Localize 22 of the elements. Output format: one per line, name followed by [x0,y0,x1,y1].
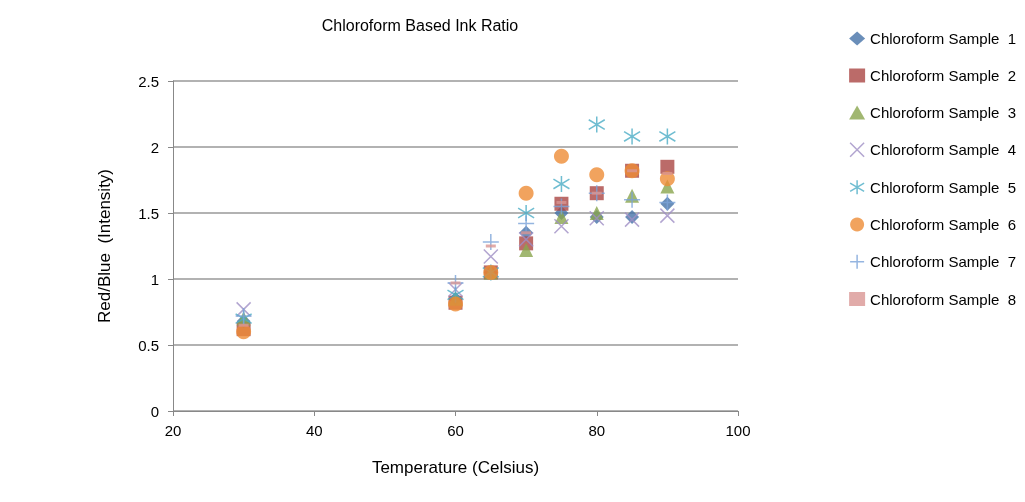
legend-label: Chloroform Sample 7 [870,253,1017,271]
y-axis-title: Red/Blue (Intensity) [95,168,114,324]
y-tick-label: 0.5 [138,336,159,354]
legend-label: Chloroform Sample 4 [870,141,1017,159]
y-tick-label: 1 [150,270,159,288]
x-tick-label: 80 [588,422,606,439]
y-tick-label: 1.5 [138,204,159,222]
x-tick-label: 100 [725,422,751,439]
x-tick-label: 40 [305,422,323,439]
x-axis-title: Temperature (Celsius) [371,458,540,477]
y-tick-label: 0 [150,402,159,420]
legend-label: Chloroform Sample 6 [870,216,1017,233]
y-tick-label: 2 [150,138,159,156]
legend-label: Chloroform Sample 3 [870,104,1017,121]
x-tick-label: 60 [447,422,464,439]
legend-label: Chloroform Sample 8 [870,290,1017,308]
y-tick-label: 2.5 [138,72,159,90]
x-tick-label: 20 [164,422,182,439]
chart-title: Chloroform Based Ink Ratio [321,16,519,34]
legend-label: Chloroform Sample 1 [870,30,1017,47]
legend-label: Chloroform Sample 5 [870,178,1017,196]
legend-label: Chloroform Sample 2 [870,67,1017,84]
